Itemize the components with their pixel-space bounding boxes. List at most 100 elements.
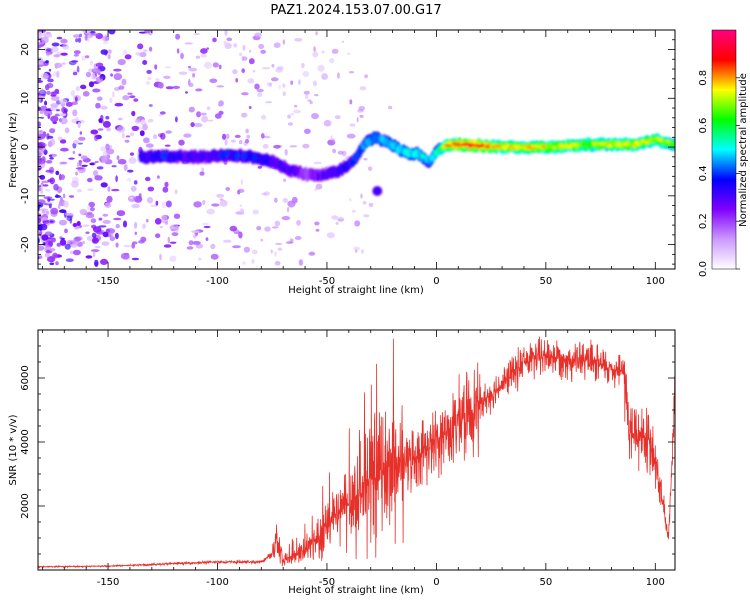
noise-blob xyxy=(364,74,368,79)
y-tick-label: -20 xyxy=(20,236,31,252)
y-tick-label: 4000 xyxy=(20,429,31,454)
noise-blob xyxy=(239,204,243,207)
noise-blob xyxy=(206,47,209,50)
noise-blob xyxy=(45,169,54,173)
noise-blob xyxy=(101,241,110,246)
noise-blob xyxy=(149,46,153,52)
noise-blob xyxy=(49,262,55,266)
noise-blob xyxy=(276,66,284,70)
noise-blob xyxy=(154,64,158,70)
noise-blob xyxy=(178,71,188,75)
noise-blob xyxy=(123,49,128,56)
noise-blob xyxy=(127,169,134,173)
noise-blob xyxy=(72,109,78,117)
ridge-cell xyxy=(324,170,329,181)
noise-blob xyxy=(165,130,172,134)
noise-blob xyxy=(59,117,68,125)
noise-blob xyxy=(82,240,85,245)
noise-blob xyxy=(388,105,393,110)
noise-blob xyxy=(135,52,141,56)
noise-blob xyxy=(105,115,110,120)
noise-blob xyxy=(193,201,202,208)
ridge-cell xyxy=(574,143,580,147)
noise-blob xyxy=(247,78,255,84)
noise-blob xyxy=(50,115,59,123)
ridge-cell xyxy=(320,170,326,181)
noise-blob xyxy=(147,118,154,123)
ridge-cell xyxy=(625,142,630,146)
spectrogram-ylabel: Frequency (Hz) xyxy=(8,112,19,188)
noise-blob xyxy=(153,134,158,140)
noise-blob xyxy=(294,38,303,42)
noise-blob xyxy=(251,258,255,264)
figure-title: PAZ1.2024.153.07.00.G17 xyxy=(270,3,441,18)
ridge-cell xyxy=(665,140,671,144)
noise-blob xyxy=(110,233,114,238)
noise-blob xyxy=(219,198,224,201)
noise-blob xyxy=(49,248,56,252)
noise-blob xyxy=(87,205,91,211)
noise-blob xyxy=(169,255,177,262)
noise-blob xyxy=(278,84,282,90)
noise-blob xyxy=(39,110,44,114)
noise-blob xyxy=(356,117,359,123)
noise-blob xyxy=(359,114,364,118)
noise-blob xyxy=(315,183,323,190)
noise-blob xyxy=(116,125,126,133)
noise-blob xyxy=(111,165,117,168)
noise-blob xyxy=(282,83,286,88)
noise-blob xyxy=(368,202,374,207)
noise-blob xyxy=(38,42,45,45)
noise-blob xyxy=(351,209,356,213)
colorbar-ticks: 0.0 0.2 0.4 0.6 0.8 xyxy=(698,70,740,277)
noise-blob xyxy=(337,150,344,155)
noise-blob xyxy=(304,128,311,134)
noise-blob xyxy=(142,223,146,229)
noise-blob xyxy=(48,68,52,72)
noise-blob xyxy=(239,52,243,56)
noise-blob xyxy=(164,181,169,188)
colorbar-gradient xyxy=(712,30,736,269)
noise-blob xyxy=(200,48,208,54)
noise-blob xyxy=(248,106,252,109)
noise-blob xyxy=(38,217,42,224)
noise-blob xyxy=(238,139,243,145)
noise-blob xyxy=(298,259,304,266)
noise-blob xyxy=(263,191,270,196)
noise-blob xyxy=(257,92,263,98)
ridge-cell xyxy=(219,152,224,160)
noise-blob xyxy=(77,142,84,145)
noise-blob xyxy=(65,212,74,216)
noise-blob xyxy=(102,41,109,45)
noise-blob xyxy=(195,243,204,249)
noise-blob xyxy=(84,34,88,41)
noise-blob xyxy=(169,224,179,231)
noise-blob xyxy=(114,232,119,240)
noise-blob xyxy=(89,162,95,166)
noise-blob xyxy=(47,78,54,83)
noise-blob xyxy=(106,195,113,203)
noise-blob xyxy=(323,119,332,127)
noise-blob xyxy=(106,228,116,234)
noise-blob xyxy=(100,114,104,121)
noise-blob xyxy=(97,128,104,131)
noise-blob xyxy=(204,61,212,69)
noise-blob xyxy=(305,94,309,100)
noise-blob xyxy=(360,249,364,254)
noise-blob xyxy=(39,223,48,231)
noise-blob xyxy=(331,48,339,54)
noise-blob xyxy=(81,164,88,167)
ridge-cell xyxy=(658,138,664,142)
ridge-cell xyxy=(404,148,410,154)
noise-blob xyxy=(186,246,194,250)
noise-blob xyxy=(212,37,217,43)
noise-blob xyxy=(321,73,328,80)
noise-blob xyxy=(100,105,108,110)
noise-blob xyxy=(229,225,238,232)
noise-blob xyxy=(111,188,120,192)
noise-blob xyxy=(65,101,73,107)
noise-blob xyxy=(358,106,366,111)
colorbar-tick-label: 0.8 xyxy=(698,70,709,86)
